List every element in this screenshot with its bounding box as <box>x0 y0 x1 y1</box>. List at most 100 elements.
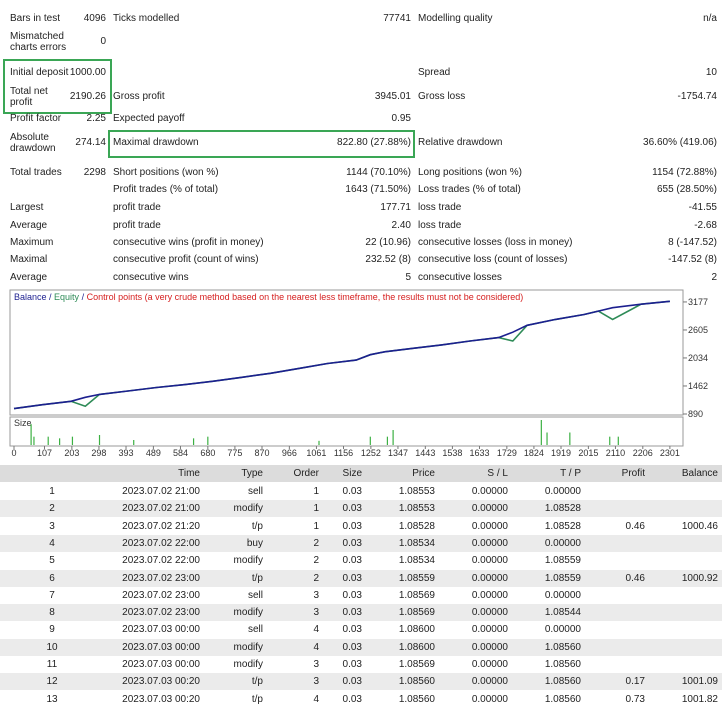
stat-label: consecutive wins <box>113 272 189 283</box>
table-row <box>0 534 722 552</box>
table-cell: 2023.07.02 21:00 <box>122 503 200 515</box>
y-tick-label: 1462 <box>688 381 708 391</box>
table-cell: 0.00000 <box>471 641 508 653</box>
table-cell: 1 <box>313 503 319 515</box>
stat-label: Total trades <box>10 167 62 178</box>
table-cell: 1.08534 <box>398 537 435 549</box>
stat-label: Maximal drawdown <box>113 137 199 148</box>
row-number: 4 <box>49 537 55 549</box>
row-number: 12 <box>46 676 58 688</box>
x-tick-label: 2015 <box>578 448 598 458</box>
table-cell: 0.03 <box>342 486 362 497</box>
table-cell: 0.00000 <box>471 520 508 532</box>
legend: Balance / Equity / Control points (a ver… <box>14 292 523 302</box>
table-cell: 1.08528 <box>544 503 581 515</box>
table-cell: 1.08569 <box>398 589 435 601</box>
x-tick-label: 107 <box>37 448 52 458</box>
table-cell: modify <box>233 555 263 567</box>
table-cell: 1.08600 <box>398 624 435 636</box>
stat-value: 2.25 <box>86 113 106 124</box>
row-number: 8 <box>49 607 55 619</box>
table-cell: 0.03 <box>342 659 362 670</box>
series-line <box>13 300 670 410</box>
chart-frame <box>9 289 684 416</box>
legend-control-points: Control points (a very crude method base… <box>87 292 524 302</box>
table-row <box>0 604 722 622</box>
stat-label: profit trade <box>113 202 161 213</box>
x-tick-label: 775 <box>227 448 242 458</box>
stat-value: 1000.00 <box>69 67 106 78</box>
table-cell: 0.00000 <box>544 624 581 636</box>
stat-label: Mismatched charts errors <box>10 31 67 53</box>
stat-label: Relative drawdown <box>418 137 503 148</box>
row-number: 1 <box>49 486 55 497</box>
table-cell: t/p <box>251 572 263 584</box>
stat-value: 274.14 <box>75 137 106 148</box>
legend-balance: Balance <box>14 292 47 302</box>
x-tick-label: 966 <box>282 448 297 458</box>
y-tick-label: 2034 <box>688 353 708 363</box>
table-cell: 0.46 <box>625 520 645 532</box>
row-number: 11 <box>46 659 58 670</box>
row-number: 13 <box>46 693 58 705</box>
x-tick-label: 489 <box>146 448 161 458</box>
table-cell: 0.03 <box>342 503 362 515</box>
x-tick-label: 1729 <box>497 448 517 458</box>
table-cell: 1.08559 <box>398 572 435 584</box>
table-cell: 3 <box>313 589 319 601</box>
row-number: 7 <box>49 589 55 601</box>
stat-label: profit trade <box>113 220 161 231</box>
stat-label: Maximum <box>10 237 54 248</box>
stat-value: 8 (-147.52) <box>668 237 717 248</box>
stat-label: Average <box>10 220 48 231</box>
x-tick-label: 1252 <box>361 448 381 458</box>
x-tick-label: 203 <box>64 448 79 458</box>
x-tick-label: 298 <box>91 448 106 458</box>
stat-label: Total net profit <box>10 86 48 108</box>
stat-label: Profit trades (% of total) <box>113 184 219 195</box>
table-row <box>0 621 722 639</box>
header-cell: Order <box>293 468 319 479</box>
table-cell: 1.08544 <box>544 607 581 619</box>
stat-value: 77741 <box>383 13 411 24</box>
table-cell: t/p <box>251 520 263 532</box>
table-cell: 2023.07.02 21:20 <box>122 520 200 532</box>
stat-value: 655 (28.50%) <box>656 184 717 195</box>
table-cell: modify <box>233 659 263 670</box>
table-cell: 1001.82 <box>681 693 718 705</box>
table-cell: 1000.46 <box>681 520 718 532</box>
stat-label: Short positions (won %) <box>113 167 219 178</box>
table-cell: 2023.07.03 00:00 <box>122 624 200 636</box>
table-cell: 4 <box>313 693 319 705</box>
table-cell: 0.00000 <box>471 486 508 497</box>
table-cell: 0.46 <box>625 572 645 584</box>
table-cell: 1.08560 <box>544 676 581 688</box>
table-cell: 0.17 <box>625 676 645 688</box>
table-cell: 0.00000 <box>471 693 508 705</box>
table-cell: 2023.07.02 21:00 <box>122 486 200 497</box>
table-cell: 0.00000 <box>544 486 581 497</box>
stat-value: 822.80 (27.88%) <box>337 137 411 148</box>
stat-label: Gross profit <box>113 91 165 102</box>
stat-value: 1144 (70.10%) <box>346 167 411 178</box>
row-number: 3 <box>49 520 55 532</box>
x-tick-label: 1824 <box>524 448 544 458</box>
x-tick-label: 1347 <box>388 448 408 458</box>
table-cell: 0.03 <box>342 607 362 619</box>
table-cell: 0.00000 <box>544 537 581 549</box>
row-number: 5 <box>49 555 55 567</box>
stat-value: 36.60% (419.06) <box>643 137 717 148</box>
table-cell: 3 <box>313 676 319 688</box>
stat-label: consecutive profit (count of wins) <box>113 254 259 265</box>
table-cell: t/p <box>251 693 263 705</box>
header-cell: Profit <box>621 468 645 479</box>
stat-label: Largest <box>10 202 44 213</box>
stat-value: 2.40 <box>391 220 411 231</box>
table-cell: 0.03 <box>342 589 362 601</box>
x-tick-label: 1443 <box>415 448 435 458</box>
table-row <box>0 500 722 518</box>
stat-value: 177.71 <box>380 202 411 213</box>
stat-label: Modelling quality <box>418 13 493 24</box>
x-tick-label: 870 <box>254 448 269 458</box>
